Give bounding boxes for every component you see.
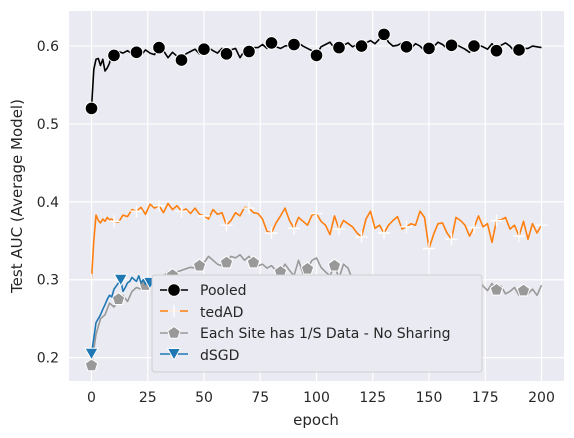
series-1-marker-1 [108, 215, 120, 228]
x-tick-label-3: 75 [251, 390, 269, 406]
series-1-marker-11 [333, 223, 345, 236]
series-line-1 [90, 202, 543, 280]
x-tick-label-5: 125 [359, 390, 386, 406]
series-1-marker-17 [468, 221, 480, 234]
legend-marker-1 [168, 305, 180, 317]
series-0-marker-13 [377, 27, 391, 42]
y-axis-label: Test AUC (Average Model) [8, 99, 26, 294]
series-2-marker-9 [327, 258, 342, 272]
series-3-marker-0 [84, 347, 99, 361]
series-2-marker-0 [84, 358, 99, 372]
legend-sample-3 [160, 348, 188, 362]
series-1-marker-5 [198, 209, 210, 222]
series-0-marker-15 [422, 41, 436, 56]
series-line-0 [90, 33, 542, 109]
series-2-marker-4 [192, 258, 207, 272]
series-0-marker-18 [489, 43, 504, 58]
series-1-marker-10 [310, 207, 323, 220]
series-1-marker-2 [130, 205, 143, 218]
series-1-marker-0 [85, 273, 98, 286]
legend-marker-2 [167, 325, 181, 339]
x-tick-label-0: 0 [87, 390, 96, 406]
series-0-marker-19 [512, 43, 526, 57]
series-3-marker-1 [113, 273, 129, 287]
series-2 [84, 254, 543, 372]
series-2-marker-15 [489, 282, 504, 296]
series-0-marker-6 [219, 47, 234, 61]
x-tick-label-7: 175 [472, 390, 499, 406]
series-2-marker-5 [219, 255, 234, 269]
series-1-marker-12 [355, 230, 368, 243]
legend-label-3: dSGD [200, 348, 239, 364]
legend-marker-3 [166, 348, 182, 362]
x-tick-label-1: 25 [139, 390, 157, 406]
y-tick-label-4: 0.6 [37, 39, 59, 55]
series-1-marker-4 [175, 205, 188, 218]
y-tick-label-0: 0.2 [37, 351, 59, 367]
x-tick-label-8: 200 [528, 390, 555, 406]
series-0-marker-9 [287, 37, 301, 52]
series-1-marker-18 [490, 214, 503, 227]
legend: Pooled tedAD Each Site has 1/S Data - No… [151, 274, 483, 373]
tick-labels: 0 25 50 75 100 125 150 175 200 0.2 0.3 0.4 0.5 0.6 [37, 39, 555, 406]
series-1-marker-16 [445, 233, 458, 246]
series-1 [85, 199, 548, 286]
legend-marker-0 [167, 283, 181, 297]
series-2-marker-8 [300, 261, 315, 275]
legend-entry-2: Each Site has 1/S Data - No Sharing [160, 325, 451, 342]
series-0-marker-14 [399, 40, 414, 54]
series-0-marker-12 [354, 39, 369, 53]
legend-sample-2 [160, 325, 188, 339]
y-tick-label-2: 0.4 [37, 195, 59, 211]
series-0-marker-2 [129, 45, 144, 60]
legend-label-1: tedAD [200, 305, 243, 321]
series-0 [84, 27, 542, 116]
series-0-marker-11 [332, 40, 346, 55]
series-0-marker-3 [152, 40, 166, 55]
legend-entry-1: tedAD [160, 305, 243, 321]
series-0-marker-1 [107, 48, 121, 63]
series-1-marker-14 [400, 220, 413, 233]
series-layer [84, 27, 548, 372]
x-axis-label: epoch [293, 411, 339, 429]
series-2-marker-6 [246, 255, 261, 269]
series-1-marker-15 [423, 242, 435, 255]
legend-frame [151, 274, 483, 373]
series-1-marker-7 [243, 202, 255, 215]
legend-entry-3: dSGD [160, 348, 239, 364]
series-1-marker-3 [153, 199, 165, 212]
series-0-marker-0 [84, 101, 99, 116]
x-tick-label-2: 50 [195, 390, 213, 406]
series-1-marker-8 [265, 227, 278, 239]
series-2-marker-16 [516, 283, 531, 297]
series-0-marker-10 [309, 48, 324, 63]
x-tick-label-6: 150 [416, 390, 443, 406]
series-0-marker-17 [467, 39, 481, 53]
legend-sample-1 [160, 305, 188, 317]
series-0-marker-16 [444, 38, 459, 53]
series-1-marker-20 [535, 219, 548, 232]
legend-sample-0 [160, 283, 188, 297]
y-tick-label-1: 0.3 [37, 273, 59, 289]
series-line-3 [90, 275, 154, 354]
series-1-marker-19 [513, 230, 525, 243]
series-0-marker-5 [197, 42, 211, 56]
x-tick-label-4: 100 [303, 390, 330, 406]
series-1-marker-6 [220, 219, 233, 232]
legend-label-2: Each Site has 1/S Data - No Sharing [200, 326, 451, 342]
y-tick-label-3: 0.5 [37, 117, 59, 133]
series-1-marker-9 [288, 222, 300, 235]
series-2-marker-1 [111, 292, 126, 305]
series-0-marker-8 [264, 36, 279, 50]
legend-entry-0: Pooled [160, 283, 246, 299]
series-1-marker-13 [378, 227, 390, 239]
series-0-marker-4 [174, 53, 189, 67]
legend-label-0: Pooled [200, 283, 246, 299]
series-0-marker-7 [242, 44, 256, 59]
